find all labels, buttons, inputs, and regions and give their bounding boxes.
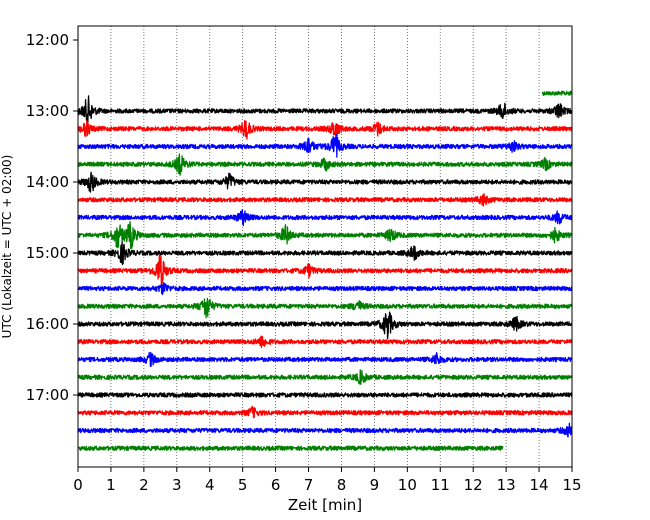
trace-1245 — [541, 90, 573, 96]
trace-1315 — [77, 120, 573, 140]
x-tick-label-7: 7 — [304, 476, 314, 494]
y-axis-ticks: 12:00 13:00 14:00 15:00 16:00 17:00 — [26, 31, 78, 404]
trace-1745 — [77, 445, 504, 451]
trace-1730 — [77, 422, 573, 438]
trace-1630 — [77, 351, 573, 368]
y-axis-label: UTC (Lokalzeit = UTC + 02:00) — [0, 155, 14, 339]
x-tick-label-11: 11 — [431, 476, 450, 494]
trace-1330 — [77, 134, 573, 158]
trace-1645 — [77, 369, 573, 385]
trace-1300 — [77, 95, 573, 127]
y-tick-label-1: 13:00 — [26, 102, 69, 120]
trace-1530 — [77, 281, 573, 296]
x-tick-label-9: 9 — [370, 476, 380, 494]
x-tick-label-15: 15 — [562, 476, 581, 494]
y-tick-label-0: 12:00 — [26, 31, 69, 49]
trace-1445 — [77, 221, 573, 250]
x-tick-label-1: 1 — [106, 476, 116, 494]
trace-1700 — [77, 392, 573, 398]
trace-layer — [77, 90, 573, 451]
trace-1545 — [77, 297, 573, 319]
x-tick-label-2: 2 — [139, 476, 149, 494]
trace-1715 — [77, 405, 573, 419]
plot-frame — [77, 25, 573, 468]
x-tick-label-14: 14 — [530, 476, 549, 494]
x-tick-label-3: 3 — [172, 476, 182, 494]
x-tick-label-8: 8 — [337, 476, 347, 494]
x-tick-label-10: 10 — [398, 476, 417, 494]
trace-1345 — [77, 153, 573, 176]
x-axis-ticks: 0 1 2 3 4 5 6 7 8 9 10 11 12 13 14 15 — [73, 467, 582, 494]
x-tick-label-6: 6 — [271, 476, 281, 494]
trace-1430 — [77, 209, 573, 227]
y-tick-label-5: 17:00 — [26, 386, 69, 404]
x-tick-label-13: 13 — [497, 476, 516, 494]
y-tick-label-3: 15:00 — [26, 244, 69, 262]
trace-1400 — [77, 171, 573, 193]
y-tick-label-4: 16:00 — [26, 315, 69, 333]
x-tick-label-0: 0 — [73, 476, 83, 494]
x-axis-label: Zeit [min] — [288, 496, 362, 514]
y-tick-label-2: 14:00 — [26, 173, 69, 191]
x-tick-label-5: 5 — [238, 476, 248, 494]
trace-1500 — [77, 241, 573, 266]
trace-1615 — [77, 335, 573, 349]
vertical-grid — [110, 26, 540, 467]
trace-1515 — [77, 253, 573, 289]
x-tick-label-4: 4 — [205, 476, 215, 494]
trace-1415 — [77, 193, 573, 207]
trace-1600 — [77, 311, 573, 340]
x-tick-label-12: 12 — [464, 476, 483, 494]
